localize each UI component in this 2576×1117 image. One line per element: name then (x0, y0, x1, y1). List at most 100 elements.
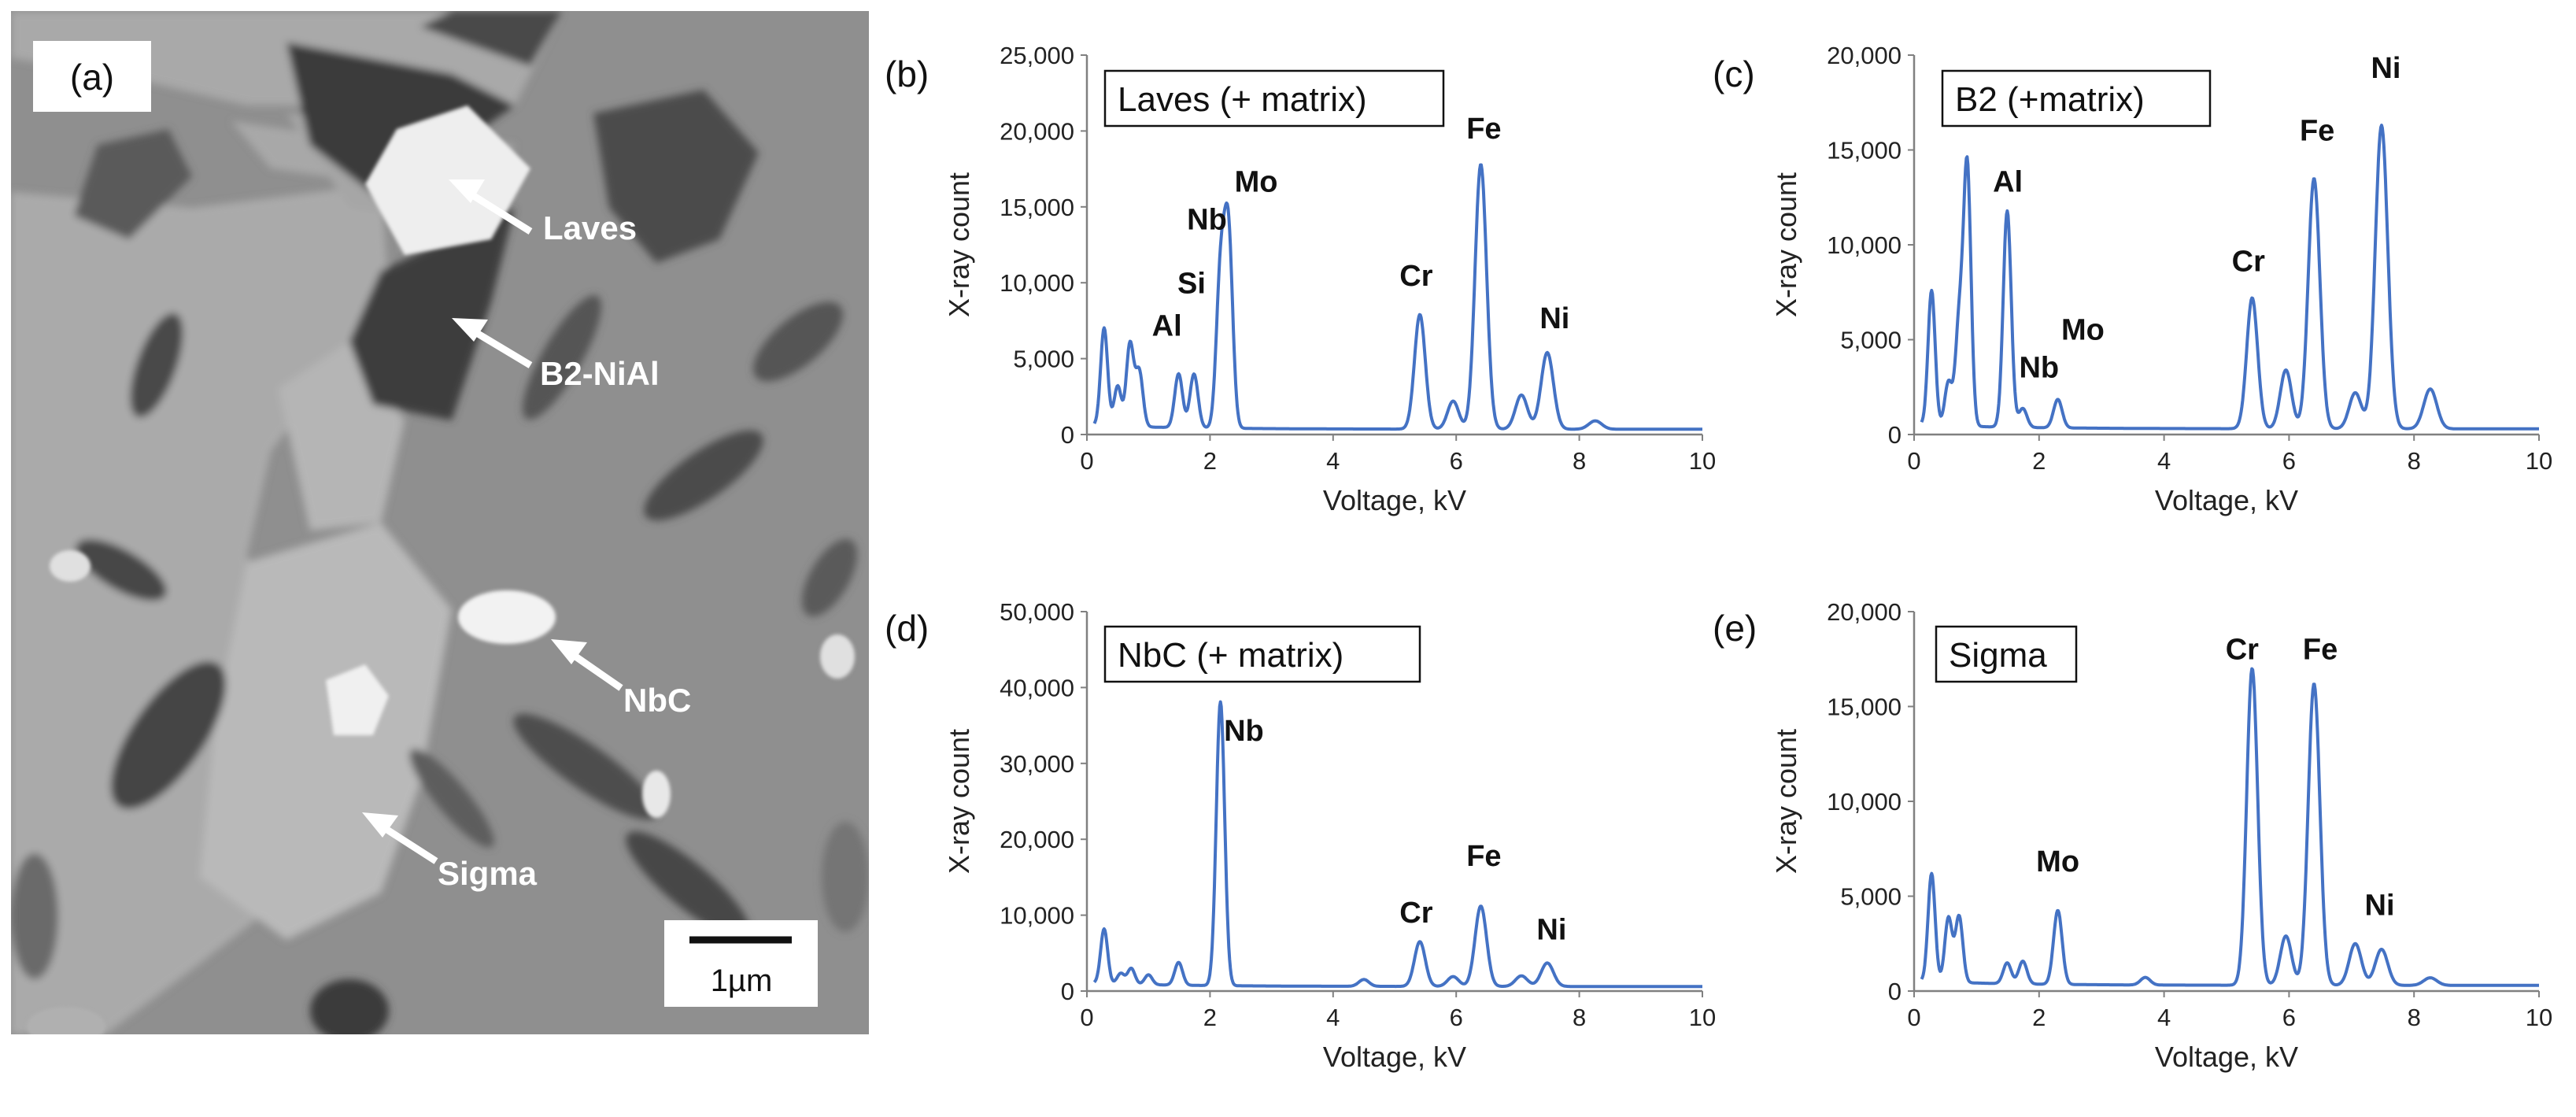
x-tick-label: 8 (2408, 1004, 2421, 1031)
x-axis-label: Voltage, kV (2155, 1041, 2298, 1073)
peak-label-cr: Cr (2232, 246, 2265, 279)
y-tick-label: 20,000 (1000, 826, 1074, 853)
peak-label-fe: Fe (1466, 840, 1501, 873)
x-tick-label: 2 (2032, 447, 2046, 475)
y-axis-label: X-ray count (943, 729, 975, 874)
y-tick-label: 15,000 (1827, 137, 1902, 165)
x-tick-label: 6 (2282, 1004, 2296, 1031)
panel-label: (d) (885, 608, 929, 649)
peak-label-fe: Fe (1466, 113, 1501, 146)
x-tick-label: 8 (1573, 1004, 1586, 1031)
chart-title: B2 (+matrix) (1955, 80, 2145, 119)
peak-label-fe: Fe (2300, 114, 2334, 147)
panel-a-label: (a) (70, 57, 114, 98)
x-tick-label: 10 (1689, 1004, 1716, 1031)
spectrum-panel-e: (e) 0 5,000 10,000 15,000 20,000 0 2 4 6 8 10 Voltag… (1713, 598, 2552, 1073)
y-axis-label: X-ray count (1770, 729, 1802, 874)
x-tick-label: 4 (2157, 447, 2171, 475)
y-tick-label: 5,000 (1013, 346, 1074, 373)
x-axis-label: Voltage, kV (1323, 1041, 1466, 1073)
scale-bar-box (664, 920, 818, 1007)
arrow-head-sigma (362, 812, 398, 838)
y-tick-label: 20,000 (1000, 117, 1074, 145)
sem-micrograph: (a) Laves B2-NiAl NbC Sigma 1µm (11, 11, 869, 1034)
y-tick-label: 0 (1061, 421, 1074, 449)
y-tick-label: 5,000 (1840, 327, 1902, 354)
peak-label-mo: Mo (1235, 166, 1278, 199)
chart-title: NbC (+ matrix) (1118, 636, 1343, 675)
y-tick-label: 10,000 (1000, 269, 1074, 297)
peak-label-cr: Cr (1399, 260, 1432, 293)
spectrum-panel-d: (d) 0 10,000 20,000 30,000 40,000 50,000 0 2 4 6 8 1… (885, 598, 1716, 1073)
panel-label: (c) (1713, 54, 1755, 94)
x-tick-label: 4 (2157, 1004, 2171, 1031)
x-tick-label: 10 (2526, 447, 2552, 475)
x-tick-label: 0 (1080, 447, 1093, 475)
peak-label-al: Al (1152, 310, 1182, 343)
x-tick-label: 2 (1203, 1004, 1217, 1031)
y-tick-label: 0 (1888, 421, 1902, 449)
scale-bar-label: 1µm (711, 964, 773, 998)
b2-grain (349, 208, 515, 420)
peak-label-mo: Mo (2036, 845, 2079, 878)
y-tick-label: 20,000 (1827, 42, 1902, 69)
label-nbc: NbC (623, 682, 691, 719)
x-tick-label: 0 (1080, 1004, 1093, 1031)
y-tick-label: 25,000 (1000, 42, 1074, 69)
laves-particle (365, 105, 530, 255)
x-tick-label: 0 (1907, 1004, 1920, 1031)
x-tick-label: 4 (1326, 447, 1340, 475)
y-tick-label: 10,000 (1000, 902, 1074, 930)
x-tick-label: 6 (2282, 447, 2296, 475)
x-tick-label: 10 (2526, 1004, 2552, 1031)
peak-label-nb: Nb (1187, 204, 1227, 237)
x-tick-label: 4 (1326, 1004, 1340, 1031)
x-axis-label: Voltage, kV (2155, 484, 2298, 516)
spectrum-line (1092, 163, 1703, 431)
y-tick-label: 0 (1888, 978, 1902, 1005)
x-tick-label: 2 (1203, 447, 1217, 475)
x-tick-label: 8 (1573, 447, 1586, 475)
spectrum-line (1920, 667, 2540, 987)
spectrum-panel-c: (c) 0 5,000 10,000 15,000 20,000 0 2 4 6 8 10 Voltag… (1713, 42, 2552, 516)
x-tick-label: 8 (2408, 447, 2421, 475)
panel-label: (e) (1713, 608, 1757, 649)
y-tick-label: 15,000 (1827, 694, 1902, 721)
peak-label-si: Si (1177, 268, 1206, 301)
label-sigma: Sigma (438, 855, 538, 892)
y-tick-label: 50,000 (1000, 598, 1074, 626)
phase-arrows (362, 179, 623, 864)
spectrum-panel-b: (b) 0 5,000 10,000 15,000 20,000 25,000 0 2 4 6 8 10… (885, 42, 1716, 516)
y-axis-label: X-ray count (943, 172, 975, 317)
peak-label-nb: Nb (2019, 352, 2059, 385)
panel-label: (b) (885, 54, 929, 94)
peak-label-ni: Ni (1539, 302, 1569, 335)
spectrum-line (1920, 124, 2540, 431)
legend-box (1935, 625, 2078, 683)
arrow-head-laves (449, 179, 485, 203)
x-tick-label: 6 (1450, 447, 1463, 475)
x-tick-label: 10 (1689, 447, 1716, 475)
nbc-particle (458, 590, 556, 644)
peak-label-fe: Fe (2303, 633, 2338, 666)
x-tick-label: 6 (1450, 1004, 1463, 1031)
peak-label-ni: Ni (1536, 913, 1566, 946)
y-tick-label: 0 (1061, 978, 1074, 1005)
label-laves: Laves (543, 209, 637, 246)
label-b2-nial: B2-NiAl (540, 355, 660, 392)
legend-box (1941, 69, 2212, 128)
peak-label-cr: Cr (1399, 897, 1432, 930)
peak-label-mo: Mo (2061, 314, 2105, 347)
panel-a-label-box (33, 41, 151, 112)
b2-grain (286, 43, 515, 200)
x-tick-label: 0 (1907, 447, 1920, 475)
y-axis-label: X-ray count (1770, 172, 1802, 317)
sigma-grain (200, 523, 452, 940)
legend-box (1103, 69, 1445, 128)
y-tick-label: 10,000 (1827, 788, 1902, 816)
peak-label-cr: Cr (2226, 633, 2259, 666)
peak-label-nb: Nb (1224, 715, 1264, 748)
chart-title: Sigma (1949, 636, 2047, 675)
chart-title: Laves (+ matrix) (1118, 80, 1367, 119)
